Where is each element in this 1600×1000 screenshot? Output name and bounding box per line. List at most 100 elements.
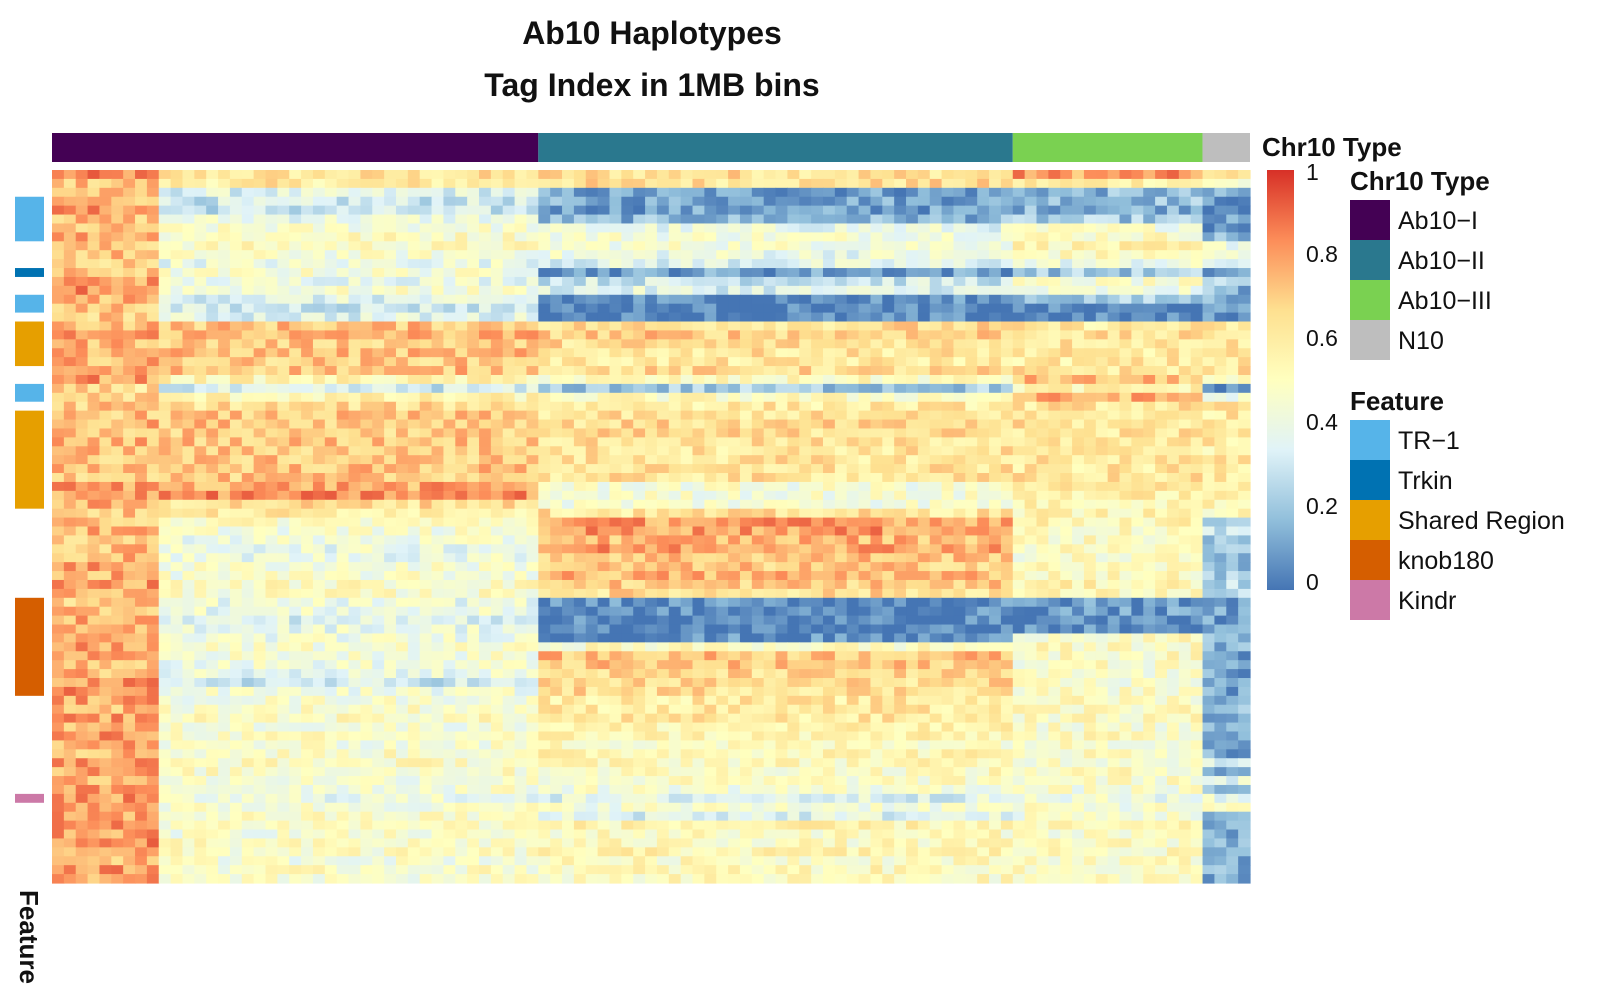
heatmap-cell <box>52 579 65 590</box>
heatmap-cell <box>372 428 385 438</box>
heatmap-cell <box>194 285 207 296</box>
heatmap-cell <box>1119 579 1132 590</box>
heatmap-cell <box>170 597 184 608</box>
heatmap-cell <box>407 606 421 617</box>
heatmap-cell <box>63 321 77 332</box>
heatmap-cell <box>739 401 753 412</box>
heatmap-cell <box>324 401 338 412</box>
heatmap-cell <box>1155 383 1168 394</box>
heatmap-cell <box>312 383 326 394</box>
heatmap-cell <box>668 571 682 581</box>
heatmap-cell <box>977 490 990 501</box>
heatmap-cell <box>989 597 1002 608</box>
heatmap-cell <box>1214 196 1227 207</box>
heatmap-cell <box>906 366 919 376</box>
heatmap-cell <box>75 544 89 554</box>
heatmap-cell <box>265 374 278 385</box>
heatmap-cell <box>277 205 290 216</box>
heatmap-cell <box>751 205 765 216</box>
heatmap-cell <box>123 178 136 189</box>
heatmap-cell <box>182 455 195 465</box>
heatmap-cell <box>787 508 800 519</box>
heatmap-cell <box>372 410 385 421</box>
heatmap-cell <box>407 276 421 287</box>
heatmap-cell <box>633 455 646 465</box>
heatmap-cell <box>822 508 836 519</box>
heatmap-cell <box>87 321 101 332</box>
heatmap-cell <box>1107 178 1121 189</box>
heatmap-cell <box>206 276 219 287</box>
heatmap-cell <box>312 508 326 519</box>
heatmap-cell <box>573 535 587 545</box>
heatmap-cell <box>597 241 611 251</box>
heatmap-cell <box>52 285 65 296</box>
column-annotation-segment <box>538 133 1013 162</box>
heatmap-cell <box>395 446 409 456</box>
heatmap-cell <box>336 579 350 590</box>
heatmap-cell <box>1226 410 1239 421</box>
heatmap-cell <box>467 196 480 207</box>
heatmap-cell <box>455 464 468 474</box>
heatmap-cell <box>360 223 373 233</box>
heatmap-cell <box>799 490 812 501</box>
heatmap-cell <box>146 481 160 492</box>
heatmap-cell <box>763 330 777 340</box>
heatmap-cell <box>277 544 290 554</box>
heatmap-cell <box>1024 383 1038 394</box>
heatmap-cell <box>906 187 919 198</box>
heatmap-cell <box>324 562 338 572</box>
heatmap-cell <box>431 312 445 323</box>
heatmap-cell <box>716 597 729 608</box>
heatmap-cell <box>1060 535 1073 545</box>
heatmap-cell <box>324 428 338 438</box>
heatmap-cell <box>680 428 694 438</box>
heatmap-cell <box>301 428 314 438</box>
heatmap-cell <box>1202 553 1216 563</box>
heatmap-cell <box>609 392 622 403</box>
heatmap-cell <box>1238 490 1251 501</box>
heatmap-cell <box>312 241 326 251</box>
heatmap-cell <box>621 276 634 287</box>
heatmap-cell <box>751 170 765 180</box>
heatmap-cell <box>372 303 385 314</box>
heatmap-cell <box>1143 419 1156 430</box>
heatmap-cell <box>1036 232 1049 242</box>
heatmap-cell <box>479 321 492 332</box>
heatmap-cell <box>467 383 480 394</box>
heatmap-cell <box>917 401 931 412</box>
heatmap-cell <box>965 214 978 225</box>
heatmap-cell <box>656 464 670 474</box>
heatmap-cell <box>858 285 872 296</box>
column-annotation-segment <box>1012 133 1203 162</box>
heatmap-cell <box>253 588 267 599</box>
heatmap-cell <box>1012 508 1026 519</box>
heatmap-cell <box>680 535 694 545</box>
heatmap-cell <box>1036 178 1049 189</box>
heatmap-cell <box>656 170 670 180</box>
heatmap-cell <box>514 410 528 421</box>
heatmap-cell <box>716 294 729 305</box>
heatmap-cell <box>1036 339 1049 349</box>
heatmap-cell <box>834 490 848 501</box>
heatmap-cell <box>692 187 705 198</box>
heatmap-cell <box>241 401 255 412</box>
heatmap-cell <box>289 392 302 403</box>
heatmap-cell <box>965 481 978 492</box>
heatmap-cell <box>787 357 800 367</box>
heatmap-cell <box>395 481 409 492</box>
heatmap-cell <box>609 473 622 483</box>
heatmap-cell <box>135 294 148 305</box>
heatmap-cell <box>538 276 551 287</box>
heatmap-cell <box>621 330 634 340</box>
heatmap-cell <box>1131 446 1144 456</box>
heatmap-cell <box>858 259 872 269</box>
heatmap-cell <box>656 268 670 278</box>
heatmap-cell <box>1131 223 1144 233</box>
heatmap-cell <box>467 464 480 474</box>
heatmap-cell <box>1012 428 1026 438</box>
heatmap-cell <box>526 410 539 421</box>
heatmap-cell <box>372 268 385 278</box>
heatmap-cell <box>502 410 516 421</box>
heatmap-cell <box>1036 588 1049 599</box>
heatmap-cell <box>917 294 931 305</box>
